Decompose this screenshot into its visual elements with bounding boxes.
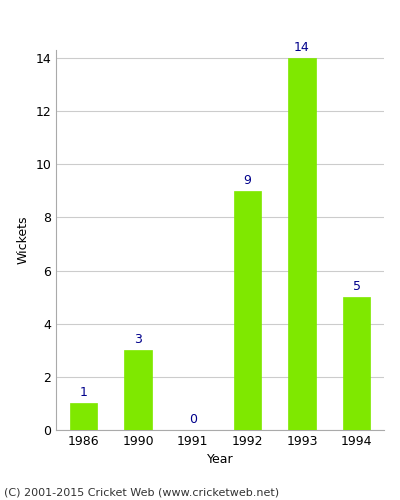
Text: (C) 2001-2015 Cricket Web (www.cricketweb.net): (C) 2001-2015 Cricket Web (www.cricketwe… bbox=[4, 488, 279, 498]
X-axis label: Year: Year bbox=[207, 454, 233, 466]
Bar bbox=[70, 404, 97, 430]
Text: 0: 0 bbox=[189, 413, 197, 426]
Text: 1: 1 bbox=[79, 386, 87, 400]
Text: 14: 14 bbox=[294, 41, 310, 54]
Bar bbox=[288, 58, 316, 430]
Bar bbox=[343, 297, 370, 430]
Bar bbox=[124, 350, 152, 430]
Bar bbox=[234, 191, 261, 430]
Text: 9: 9 bbox=[243, 174, 251, 187]
Text: 3: 3 bbox=[134, 334, 142, 346]
Text: 5: 5 bbox=[353, 280, 361, 293]
Y-axis label: Wickets: Wickets bbox=[17, 216, 30, 264]
